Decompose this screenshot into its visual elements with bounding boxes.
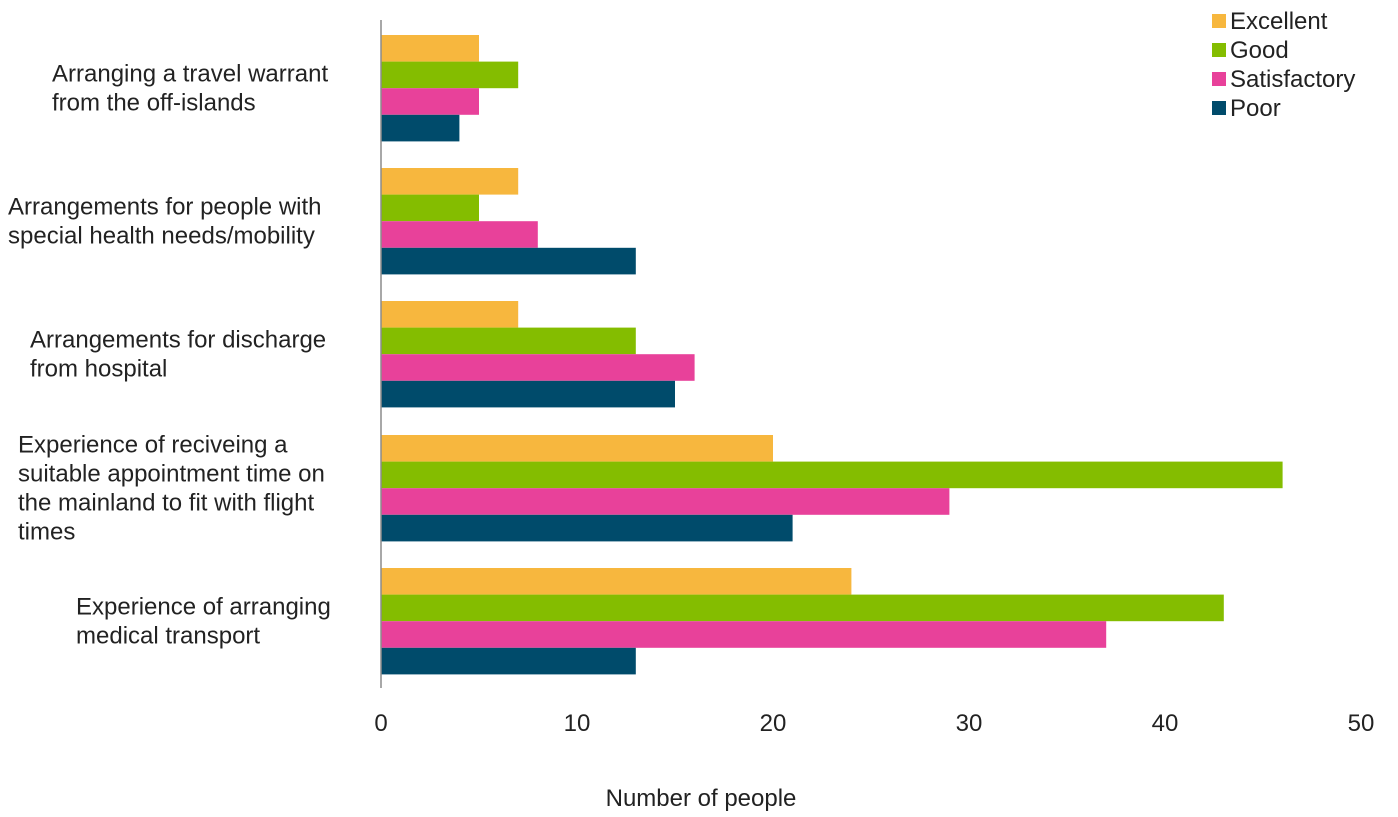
legend-label-satisfactory: Satisfactory — [1230, 66, 1355, 93]
x-tick-label-20: 20 — [760, 710, 787, 737]
category-label-line: from the off-islands — [52, 90, 256, 117]
category-label-line: the mainland to fit with flight — [18, 490, 314, 517]
category-label-line: Arranging a travel warrant — [52, 61, 328, 88]
legend-swatch-excellent — [1212, 14, 1226, 28]
bar-good-1 — [381, 61, 519, 89]
category-label-line: Arrangements for people with — [8, 194, 322, 221]
category-label-2: Arrangements for people with special heal… — [8, 194, 322, 250]
category-label-1: Arranging a travel warrant from the off-i… — [52, 61, 328, 117]
bar-excellent-1 — [381, 35, 479, 62]
bar-poor-4 — [381, 514, 793, 542]
bar-satisfactory-5 — [381, 621, 1107, 648]
bar-poor-1 — [381, 114, 460, 142]
bars-layer — [381, 35, 1283, 675]
bar-satisfactory-3 — [381, 354, 695, 381]
bar-satisfactory-1 — [381, 88, 479, 115]
category-label-line: times — [18, 519, 75, 546]
category-label-line: medical transport — [76, 623, 260, 650]
category-label-4: Experience of reciveing a suitable appoin… — [18, 432, 325, 546]
legend-label-excellent: Excellent — [1230, 8, 1328, 35]
category-label-line: suitable appointment time on — [18, 461, 325, 488]
x-tick-label-10: 10 — [564, 710, 591, 737]
category-label-3: Arrangements for discharge from hospital — [30, 327, 326, 383]
bar-excellent-2 — [381, 168, 519, 195]
category-label-line: Experience of reciveing a — [18, 432, 288, 459]
category-label-line: Experience of arranging — [76, 594, 331, 621]
legend-swatch-good — [1212, 43, 1226, 57]
bar-excellent-4 — [381, 435, 773, 462]
x-tick-label-40: 40 — [1152, 710, 1179, 737]
bar-satisfactory-4 — [381, 488, 950, 515]
category-labels: Arranging a travel warrant from the off-i… — [8, 61, 331, 650]
legend-swatch-satisfactory — [1212, 72, 1226, 86]
x-tick-label-50: 50 — [1348, 710, 1375, 737]
bar-excellent-3 — [381, 301, 519, 328]
x-tick-label-30: 30 — [956, 710, 983, 737]
bar-poor-5 — [381, 647, 636, 675]
x-axis-title: Number of people — [606, 785, 797, 812]
bar-good-4 — [381, 461, 1283, 489]
bar-good-5 — [381, 594, 1224, 622]
bar-poor-3 — [381, 380, 675, 408]
legend-label-poor: Poor — [1230, 95, 1281, 122]
bar-excellent-5 — [381, 568, 852, 595]
bar-poor-2 — [381, 247, 636, 275]
legend-swatch-poor — [1212, 101, 1226, 115]
bar-good-3 — [381, 327, 636, 355]
bar-satisfactory-2 — [381, 221, 538, 248]
category-label-5: Experience of arranging medical transport — [76, 594, 331, 650]
category-label-line: Arrangements for discharge — [30, 327, 326, 354]
x-tick-label-0: 0 — [374, 710, 387, 737]
bar-good-2 — [381, 194, 479, 222]
category-label-line: special health needs/mobility — [8, 223, 315, 250]
legend-label-good: Good — [1230, 37, 1289, 64]
x-tick-labels: 0 10 20 30 40 50 — [374, 710, 1374, 737]
category-label-line: from hospital — [30, 356, 167, 383]
